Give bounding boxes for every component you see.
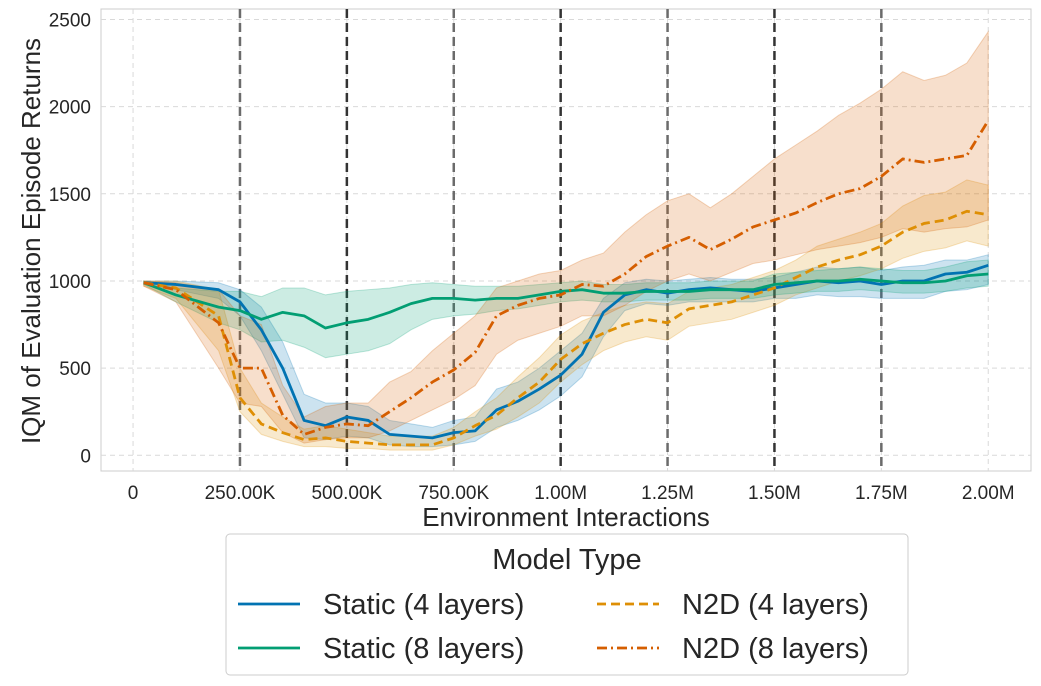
legend-label: N2D (4 layers) [682, 589, 869, 621]
legend-label: Static (8 layers) [323, 633, 524, 665]
legend-title: Model Type [492, 544, 641, 576]
y-tick-labels: 0 500 1000 1500 2000 2500 [49, 10, 91, 467]
x-tick-label: 1.75M [855, 483, 908, 504]
x-tick-label: 1.50M [748, 483, 801, 504]
legend-label: Static (4 layers) [323, 589, 524, 621]
y-axis-label: IQM of Evaluation Episode Returns [16, 38, 46, 444]
x-tick-label: 1.00M [534, 483, 587, 504]
legend: Model Type Static (4 layers) N2D (4 layer… [225, 533, 909, 676]
series-line [143, 272, 989, 330]
plot-area [100, 8, 1032, 472]
confidence-band [143, 30, 989, 444]
y-tick-label: 2500 [49, 10, 91, 31]
x-tick-label: 0 [128, 483, 139, 504]
confidence-band [143, 179, 989, 451]
x-tick-labels: 0 250.00K 500.00K 750.00K 1.00M 1.25M 1.50M 1.7… [128, 483, 1015, 504]
x-tick-label: 750.00K [418, 483, 489, 504]
phase-lines [238, 9, 883, 471]
legend-label: N2D (8 layers) [682, 633, 869, 665]
x-tick-label: 250.00K [205, 483, 276, 504]
y-tick-label: 1500 [49, 185, 91, 206]
y-tick-label: 0 [80, 446, 91, 467]
x-tick-label: 1.25M [641, 483, 694, 504]
y-tick-label: 2000 [49, 98, 91, 119]
x-axis-label: Environment Interactions [422, 502, 710, 532]
series-lines [143, 119, 990, 447]
x-tick-label: 500.00K [311, 483, 382, 504]
y-tick-label: 1000 [49, 272, 91, 293]
y-tick-label: 500 [59, 359, 91, 380]
series-line [143, 209, 989, 447]
x-tick-label: 2.00M [962, 483, 1015, 504]
legend-box [225, 533, 909, 676]
series-line [143, 263, 989, 440]
series-line [143, 119, 990, 436]
confidence-band [143, 254, 989, 448]
